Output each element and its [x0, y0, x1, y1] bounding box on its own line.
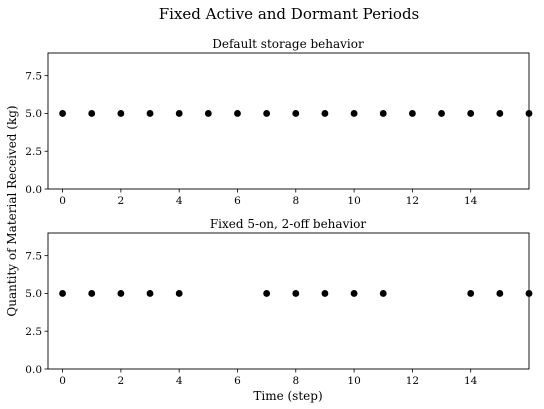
x-tick-label: 2	[118, 375, 125, 387]
x-tick-label: 0	[59, 375, 66, 387]
data-point	[292, 110, 300, 117]
y-tick-label: 7.5	[25, 70, 42, 82]
y-tick-label: 5.0	[25, 108, 42, 120]
data-point	[292, 290, 300, 297]
y-tick-label: 2.5	[25, 326, 42, 338]
data-point	[467, 110, 475, 117]
data-point	[175, 110, 183, 117]
x-tick-label: 4	[176, 375, 183, 387]
data-point	[146, 290, 154, 297]
panel-fixed-5on-2off: Fixed 5-on, 2-off behavior 0 2 4 6 8 10 12 14 0.…	[25, 217, 533, 387]
axis-ticks: 0 2 4 6 8 10 12 14 0.0 2.5 5.0 7.5	[25, 70, 477, 207]
y-tick-label: 5.0	[25, 288, 42, 300]
panel-title: Fixed 5-on, 2-off behavior	[210, 217, 367, 231]
data-point	[321, 110, 329, 117]
axis-ticks: 0 2 4 6 8 10 12 14 0.0 2.5 5.0 7.5	[25, 250, 477, 387]
x-tick-label: 14	[464, 375, 478, 387]
x-tick-label: 6	[234, 195, 241, 207]
x-tick-label: 6	[234, 375, 241, 387]
data-point	[467, 290, 475, 297]
data-point	[117, 290, 125, 297]
data-point	[146, 110, 154, 117]
data-point	[525, 290, 533, 297]
data-point	[263, 110, 271, 117]
x-tick-label: 8	[292, 375, 299, 387]
data-point	[234, 110, 241, 117]
data-point	[350, 290, 358, 297]
data-point	[117, 110, 125, 117]
x-tick-label: 4	[176, 195, 183, 207]
data-point	[59, 290, 66, 297]
data-points	[59, 110, 533, 117]
data-point	[175, 290, 183, 297]
data-point	[496, 290, 504, 297]
data-points	[59, 290, 533, 297]
panel-default-storage: Default storage behavior 0 2 4 6 8 10 12 14 0.0 2…	[25, 37, 533, 207]
x-axis-label: Time (step)	[253, 389, 322, 403]
x-tick-label: 12	[406, 375, 419, 387]
y-tick-label: 0.0	[25, 184, 42, 196]
x-tick-label: 8	[292, 195, 299, 207]
data-point	[59, 110, 66, 117]
data-point	[379, 110, 387, 117]
plot-frame	[47, 232, 530, 370]
x-tick-label: 10	[347, 375, 360, 387]
data-point	[379, 290, 387, 297]
plot-frame	[47, 52, 530, 190]
data-point	[350, 110, 358, 117]
data-point	[321, 290, 329, 297]
data-point	[496, 110, 504, 117]
y-axis-label: Quantity of Material Received (kg)	[5, 105, 19, 316]
y-tick-label: 7.5	[25, 250, 42, 262]
y-tick-label: 2.5	[25, 146, 42, 158]
data-point	[438, 110, 445, 117]
data-point	[525, 110, 533, 117]
data-point	[88, 110, 96, 117]
data-point	[204, 110, 212, 117]
x-tick-label: 2	[118, 195, 125, 207]
data-point	[408, 110, 416, 117]
x-tick-label: 10	[347, 195, 360, 207]
x-tick-label: 14	[464, 195, 478, 207]
data-point	[88, 290, 96, 297]
x-tick-label: 0	[59, 195, 66, 207]
x-tick-label: 12	[406, 195, 419, 207]
figure-title: Fixed Active and Dormant Periods	[159, 5, 420, 23]
y-tick-label: 0.0	[25, 364, 42, 376]
panel-title: Default storage behavior	[212, 37, 364, 51]
data-point	[263, 290, 271, 297]
